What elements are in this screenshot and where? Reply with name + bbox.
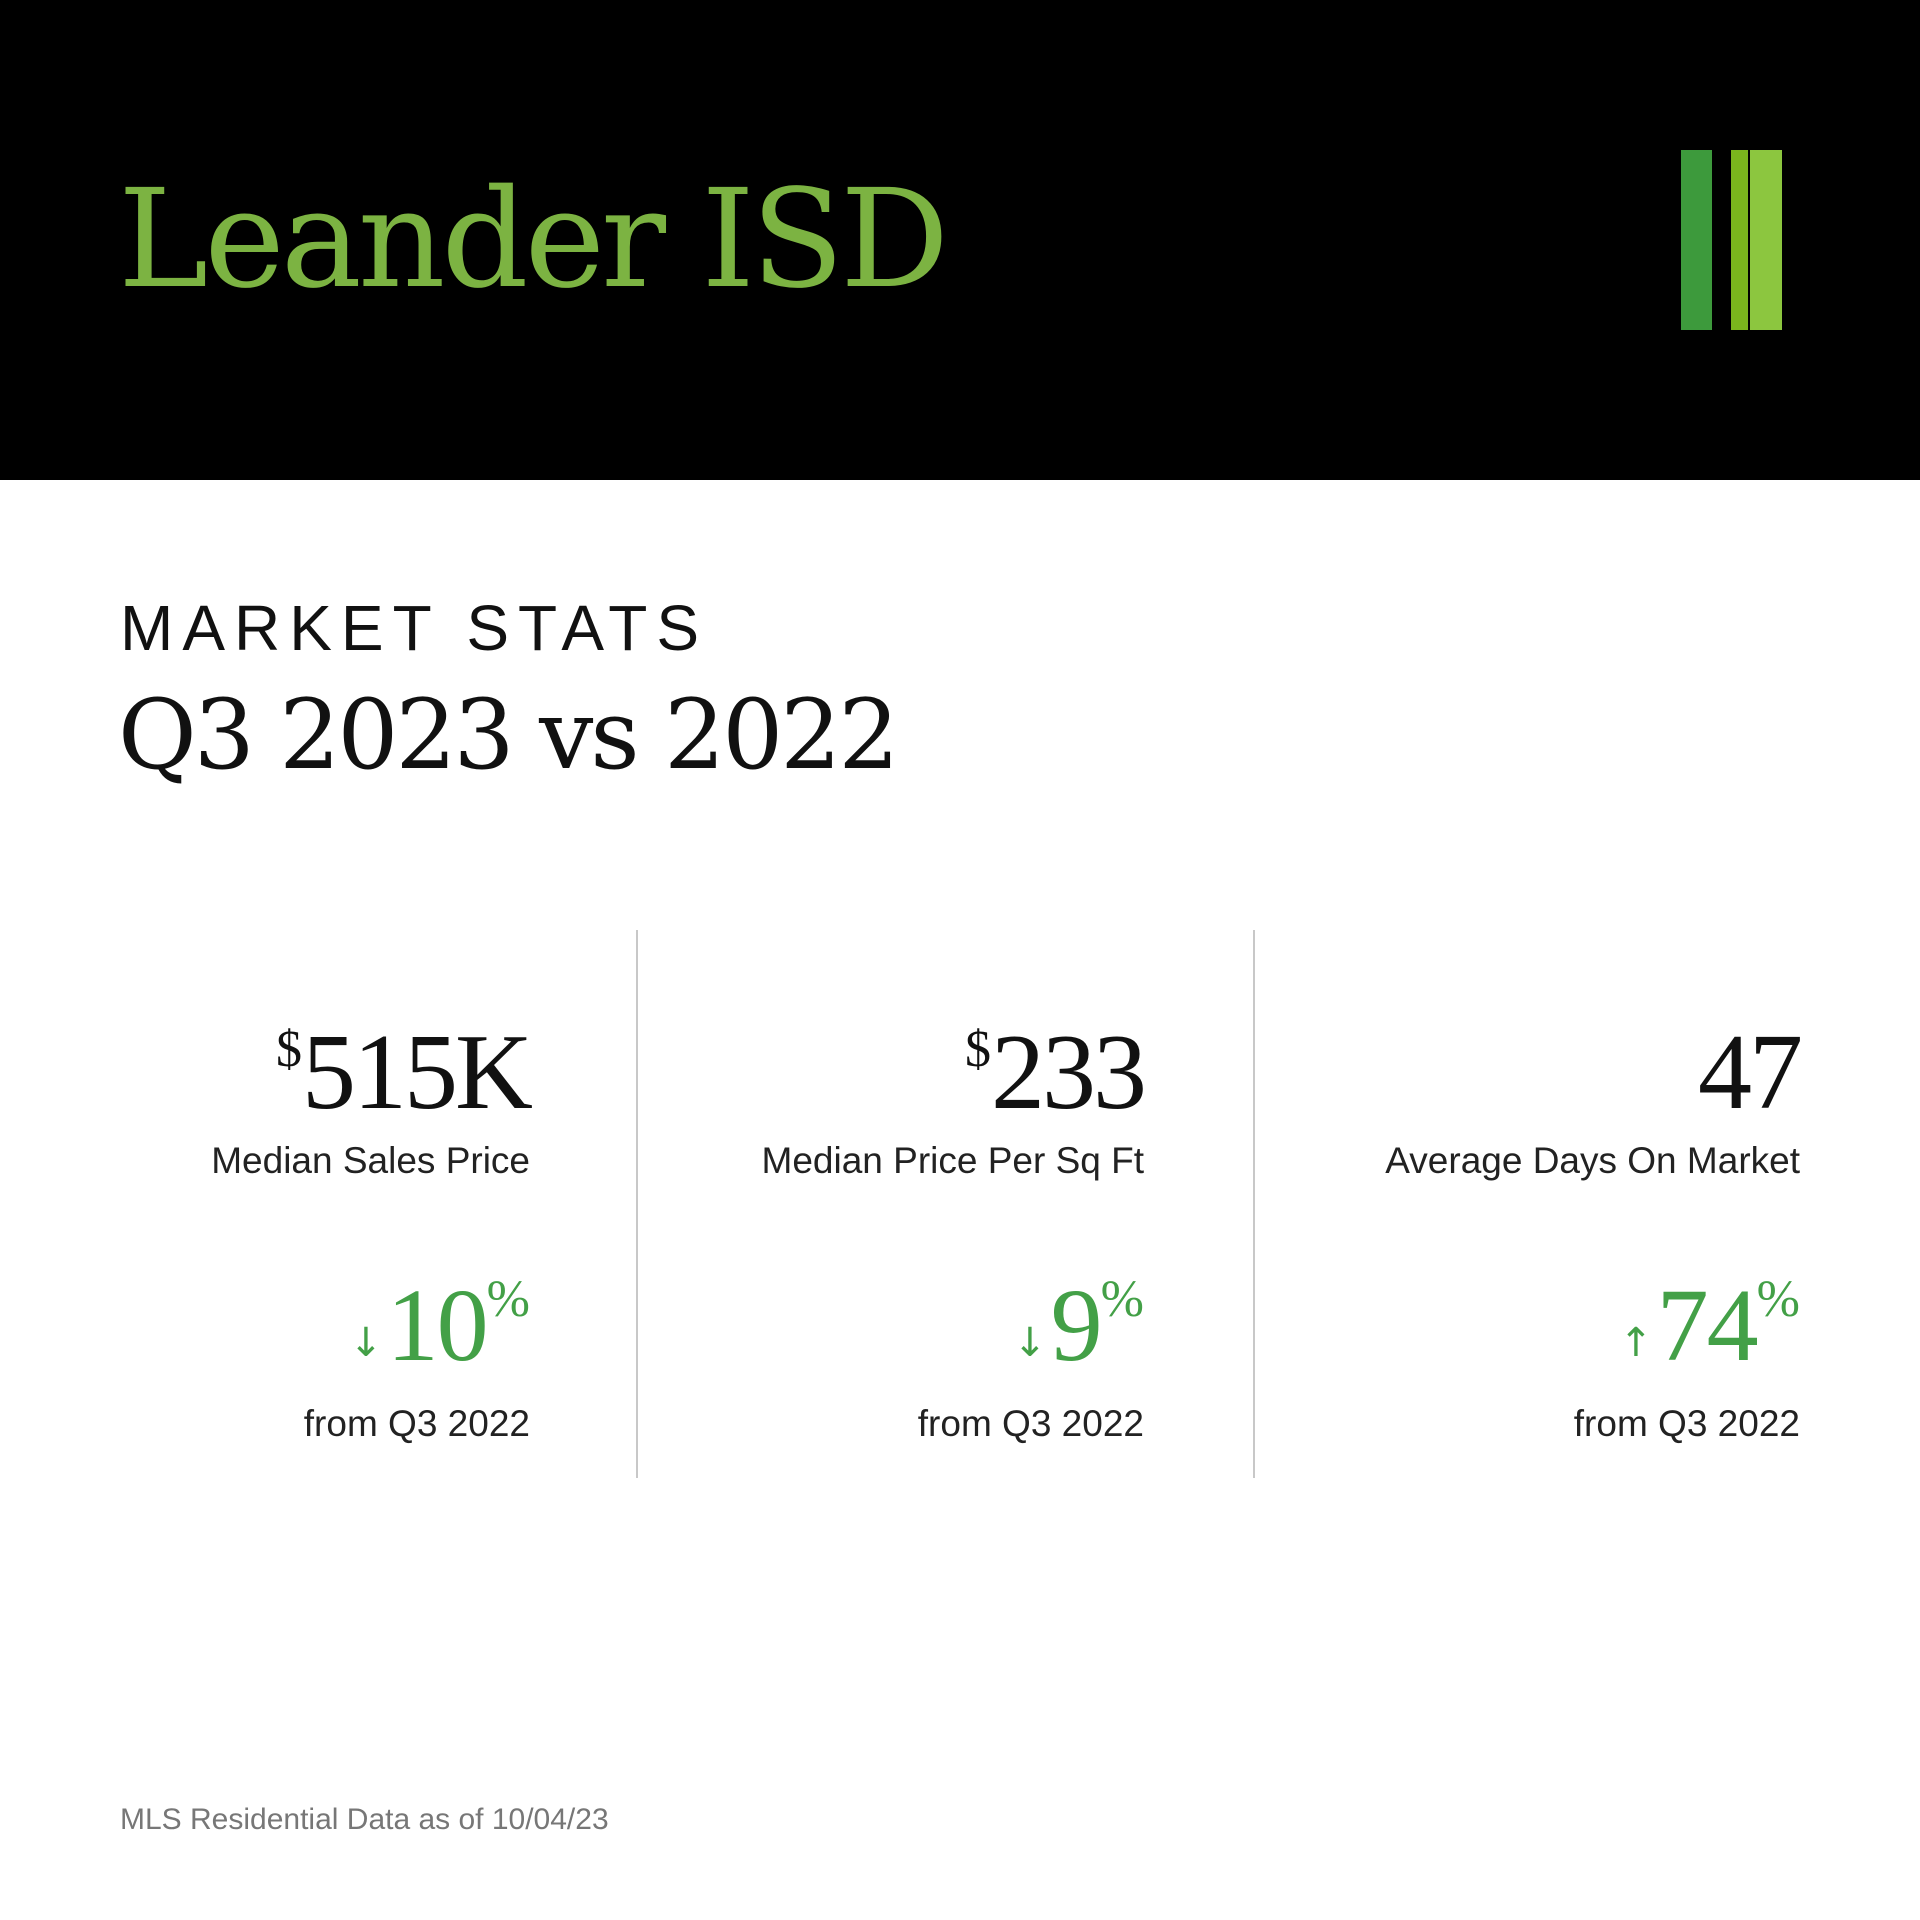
percent-symbol: % — [486, 1271, 530, 1328]
data-source-note: MLS Residential Data as of 10/04/23 — [120, 1803, 609, 1836]
stat-average-days-on-market: 47 Average Days On Market ↑74% from Q3 2… — [1385, 990, 1803, 1446]
section-label: MARKET STATS — [120, 592, 709, 664]
header-banner: Leander ISD — [0, 0, 1920, 480]
column-divider-1 — [636, 930, 638, 1478]
change-label: from Q3 2022 — [917, 1403, 1144, 1444]
stat-change: ↓10% — [211, 1245, 530, 1398]
change-label: from Q3 2022 — [303, 1403, 530, 1444]
stat-number: 47 — [1698, 1013, 1803, 1132]
stat-median-sales-price: $515K Median Sales Price ↓10% from Q3 20… — [211, 990, 533, 1446]
logo-bar-3 — [1750, 150, 1782, 330]
logo-bar-2 — [1731, 150, 1748, 330]
change-number: 74 — [1656, 1268, 1759, 1383]
stat-label: Average Days On Market — [1385, 1140, 1800, 1181]
brand-logo-bars — [1681, 150, 1801, 330]
change-number: 10 — [386, 1268, 489, 1383]
stat-number: 515K — [302, 1013, 533, 1132]
change-label: from Q3 2022 — [1573, 1403, 1800, 1444]
stat-median-price-per-sqft: $233 Median Price Per Sq Ft ↓9% from Q3 … — [761, 990, 1147, 1446]
logo-bar-1 — [1681, 150, 1712, 330]
currency-symbol: $ — [276, 1021, 302, 1078]
stat-value: 47 — [1385, 990, 1803, 1133]
change-number: 9 — [1050, 1268, 1103, 1383]
stat-value: $515K — [211, 990, 533, 1133]
percent-symbol: % — [1100, 1271, 1144, 1328]
currency-symbol: $ — [965, 1021, 991, 1078]
arrow-down-icon: ↓ — [1013, 1320, 1046, 1366]
stat-change: ↑74% — [1385, 1245, 1800, 1398]
district-title: Leander ISD — [118, 161, 949, 319]
percent-symbol: % — [1756, 1271, 1800, 1328]
stat-label: Median Price Per Sq Ft — [761, 1140, 1144, 1181]
arrow-up-icon: ↑ — [1619, 1320, 1652, 1366]
stat-number: 233 — [991, 1013, 1147, 1132]
stat-label: Median Sales Price — [211, 1140, 530, 1181]
stat-change: ↓9% — [762, 1245, 1144, 1398]
stat-value: $233 — [762, 990, 1147, 1133]
column-divider-2 — [1253, 930, 1255, 1478]
arrow-down-icon: ↓ — [349, 1320, 382, 1366]
section-title: Q3 2023 vs 2022 — [118, 679, 899, 791]
